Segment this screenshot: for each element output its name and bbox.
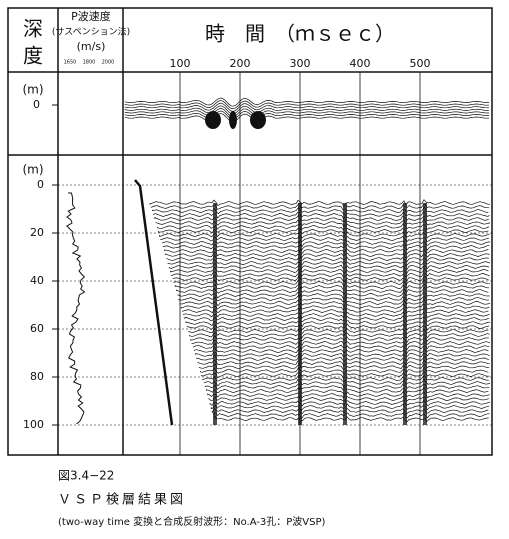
depth-tick-label: 60 [30,322,44,335]
trace [167,259,491,267]
trace [173,278,491,288]
reflector [343,203,347,425]
trace [170,266,489,275]
caption-subtitle: (two-way time 変換と合成反射波形：No.A-3孔：P波VSP) [58,515,326,528]
velocity-unit: (m/s) [77,40,106,53]
velocity-tick-label: 1800 [83,60,96,66]
trace [124,113,490,123]
reflector [423,203,427,425]
time-tick-label: 100 [170,57,191,70]
traces [66,97,491,426]
trace [208,395,489,403]
velocity-tick-label: 1650 [64,60,77,66]
trace [206,386,489,395]
trace [189,332,490,339]
trace [124,97,490,107]
trace [158,227,489,235]
depth-label: 度 [23,44,43,68]
trace [152,206,489,216]
depth-tick-label: 0 [37,178,44,191]
trace [174,282,490,291]
trace [183,311,490,319]
depth-tick-label: 80 [30,370,44,383]
trace [154,214,489,222]
trace [213,412,490,420]
time-title: 時 間 （ｍｓｅｃ） [205,22,395,46]
upper-unit: (m) [22,83,43,97]
frame [7,7,493,456]
time-tick-label: 300 [290,57,311,70]
trace [155,218,491,228]
trace [172,274,489,283]
trace [166,254,489,263]
depth-tick-label: 0 [33,98,40,111]
trace [159,230,490,239]
lower-unit: (m) [22,163,43,177]
trace [171,271,490,279]
velocity-title: P波速度 [71,9,111,23]
trace [149,199,491,208]
trace [179,298,491,308]
trace [210,403,490,412]
depth-tick-label: 100 [23,418,44,431]
trace [195,351,490,358]
trace [180,302,490,311]
trace [160,235,489,243]
trace [190,334,489,344]
trace [124,108,490,117]
trace [168,262,490,270]
wavelet [229,111,237,129]
trace [124,100,490,110]
trace [188,327,489,336]
trace [178,294,489,303]
depth-label: 深 [23,17,43,41]
time-tick-label: 200 [230,57,251,70]
trace [124,110,490,120]
trace [192,342,490,350]
trace [124,102,490,112]
trace [184,315,489,323]
trace [196,353,489,362]
trace [124,105,490,115]
trace [150,202,490,211]
depth-tick-label: 20 [30,226,44,239]
wavelet [250,111,266,129]
velocity-tick-label: 2000 [102,60,115,66]
trace [207,390,490,399]
caption-title: ＶＳＰ検層結果図 [58,493,186,508]
trace [212,407,489,415]
reflector [213,203,217,425]
trace [182,307,489,315]
figure-number: 図3.4−22 [58,469,114,483]
time-tick-label: 400 [350,57,371,70]
trace [156,222,490,231]
trace [165,251,490,259]
velocity-log [66,192,86,425]
wavelet [205,111,221,129]
trace [186,323,490,331]
reflector [403,203,407,425]
trace [209,399,491,407]
trace [177,291,490,300]
trace [194,346,489,355]
trace [153,210,490,220]
depth-tick-label: 40 [30,274,44,287]
velocity-method: (サスペンション法) [52,26,130,38]
trace [214,414,489,423]
trace [176,286,489,296]
trace [185,319,491,328]
time-tick-label: 500 [410,57,431,70]
first-break [134,179,174,426]
